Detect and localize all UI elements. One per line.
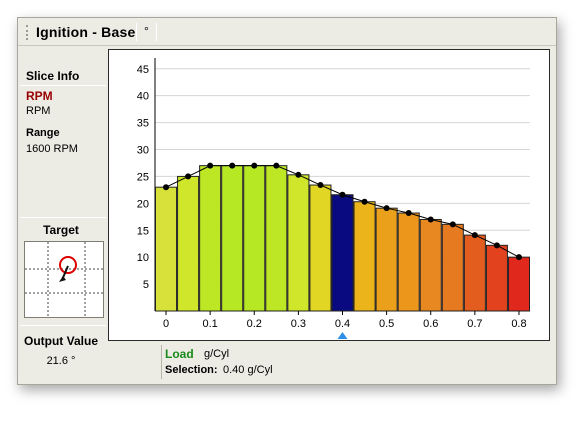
bar[interactable] (287, 174, 310, 312)
bar[interactable] (419, 218, 442, 312)
range-heading: Range (26, 127, 60, 139)
selection-marker-icon[interactable] (337, 332, 348, 339)
slice-axis-unit: RPM (26, 105, 51, 117)
divider (20, 217, 106, 218)
data-point[interactable] (251, 162, 258, 169)
units-button[interactable]: ° (144, 24, 149, 38)
data-point[interactable] (361, 198, 368, 205)
selection-value: 0.40 g/Cyl (223, 364, 273, 376)
data-point[interactable] (163, 184, 170, 191)
toolbar-grip-handle[interactable] (26, 25, 29, 40)
y-tick-label: 25 (137, 171, 149, 183)
y-tick-label: 35 (137, 118, 149, 130)
x-tick-label: 0.6 (423, 318, 438, 330)
bar[interactable] (309, 184, 332, 312)
bar[interactable] (177, 175, 200, 312)
data-point[interactable] (515, 254, 522, 261)
y-tick-label: 30 (137, 145, 149, 157)
x-tick-label: 0 (163, 318, 169, 330)
x-tick-label: 0.1 (202, 318, 217, 330)
bar[interactable] (507, 256, 530, 312)
x-tick-label: 0.2 (247, 318, 262, 330)
bar-selected[interactable] (331, 194, 354, 312)
y-tick-label: 5 (143, 279, 149, 291)
bar-chart[interactable]: 5 10 15 20 25 30 35 40 45 0 0.1 0.2 0.3 0.4 0.5 0.6 0.7 0… (109, 50, 549, 340)
range-value: 1600 RPM (26, 143, 78, 155)
target-heading: Target (43, 223, 79, 237)
y-tick-label: 15 (137, 225, 149, 237)
bar[interactable] (375, 207, 398, 312)
y-tick-label: 20 (137, 198, 149, 210)
bar[interactable] (265, 165, 288, 312)
data-point[interactable] (229, 162, 236, 169)
data-point[interactable] (185, 173, 192, 180)
slice-axis-title[interactable]: RPM (26, 89, 53, 103)
bar[interactable] (441, 223, 464, 312)
y-tick-label: 10 (137, 252, 149, 264)
y-tick-label: 45 (137, 64, 149, 76)
window-title: Ignition - Base (36, 24, 136, 40)
x-tick-label: 0.3 (291, 318, 306, 330)
x-tick-label: 0.5 (379, 318, 394, 330)
output-value-heading: Output Value (23, 334, 98, 348)
bar[interactable] (485, 244, 508, 312)
y-tick-label: 40 (137, 91, 149, 103)
data-point[interactable] (207, 162, 214, 169)
data-point[interactable] (449, 221, 456, 228)
data-point[interactable] (405, 210, 412, 217)
chart-panel[interactable]: 5 10 15 20 25 30 35 40 45 0 0.1 0.2 0.3 0.4 0.5 0.6 0.7 0… (108, 49, 550, 341)
bar[interactable] (221, 165, 244, 312)
selection-label: Selection: (165, 364, 218, 376)
data-point[interactable] (493, 242, 500, 249)
bar[interactable] (155, 186, 178, 312)
x-tick-label: 0.4 (335, 318, 350, 330)
ignition-base-window: Ignition - Base ° Slice Info RPM RPM Ran… (17, 17, 557, 385)
bar[interactable] (243, 165, 266, 312)
slice-info-heading: Slice Info (26, 69, 80, 83)
bar[interactable] (199, 165, 222, 312)
footer-separator (161, 345, 162, 379)
bar[interactable] (397, 212, 420, 312)
divider (20, 85, 106, 86)
target-indicator (24, 241, 104, 318)
target-crosshair-graphic (25, 242, 103, 317)
x-axis-name[interactable]: Load (165, 347, 194, 361)
data-point[interactable] (383, 205, 390, 212)
x-tick-label: 0.8 (511, 318, 526, 330)
divider (20, 325, 106, 326)
title-bar: Ignition - Base ° (18, 18, 556, 46)
data-point[interactable] (317, 182, 324, 189)
data-point[interactable] (339, 191, 346, 198)
x-tick-label: 0.7 (467, 318, 482, 330)
data-point[interactable] (295, 171, 302, 178)
target-ring-icon (59, 256, 77, 274)
output-value: 21.6 ° (46, 355, 76, 367)
data-point[interactable] (471, 232, 478, 239)
toolbar-separator (136, 23, 137, 41)
bar[interactable] (353, 201, 376, 312)
x-axis-unit: g/Cyl (204, 348, 230, 360)
toolbar-separator (156, 23, 157, 41)
bar[interactable] (463, 234, 486, 312)
data-point[interactable] (427, 216, 434, 223)
data-point[interactable] (273, 162, 280, 169)
